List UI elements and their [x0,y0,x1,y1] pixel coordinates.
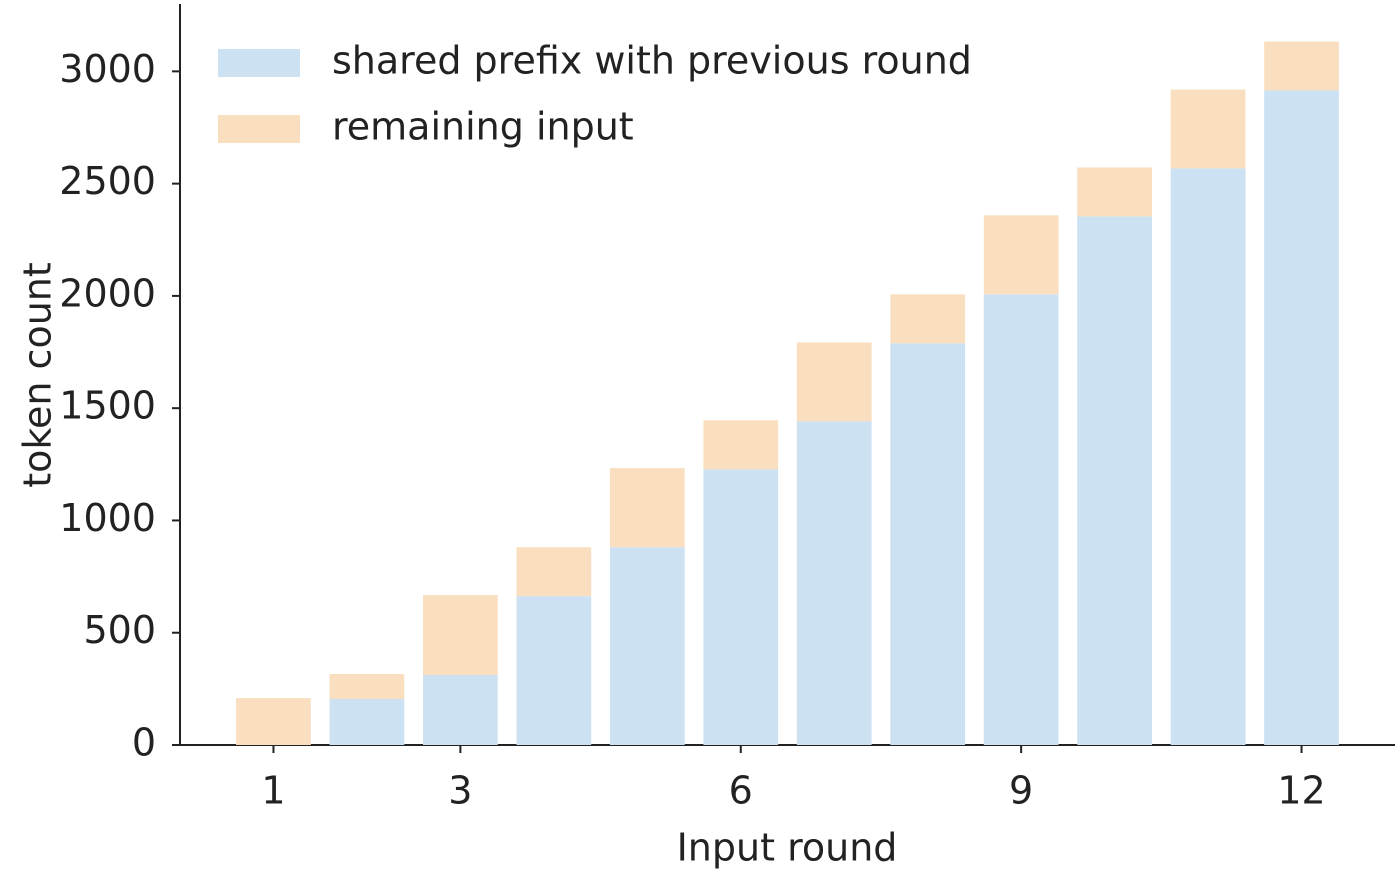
bar-segment [796,421,872,745]
legend-label: shared prefix with previous round [332,39,972,83]
legend-swatch [218,115,300,143]
x-tick-label: 3 [448,769,472,813]
bar-segment [1264,90,1339,745]
bar-segment [796,342,872,422]
bar-segment [609,547,685,745]
bar-segment [703,469,779,745]
bar-segment [1077,167,1152,217]
bar-segment [983,215,1059,295]
x-axis-label: Input round [677,826,898,870]
bar-segment [516,547,592,597]
bar-segment [329,674,405,699]
legend-swatch [218,49,300,77]
x-tick-label: 1 [261,769,285,813]
bar-segment [703,420,779,470]
x-tick-label: 9 [1009,769,1033,813]
bar-segment [236,698,311,745]
bar-segment [423,595,498,675]
y-tick-label: 2000 [59,271,156,315]
y-tick-label: 1500 [59,384,156,428]
y-tick-label: 0 [132,721,156,765]
x-tick-label: 6 [729,769,753,813]
x-tick-label: 12 [1277,769,1325,813]
y-tick-label: 2500 [59,159,156,203]
bar-segment [890,294,966,344]
bar-segment [423,674,498,745]
bar-segment [516,596,592,745]
bar-segment [1170,168,1246,745]
bar-segment [1170,89,1246,169]
y-tick-label: 3000 [59,47,156,91]
bar-segment [329,698,405,745]
bar-segment [890,343,966,745]
y-axis-label: token count [16,262,60,488]
bar-segment [983,294,1059,745]
y-tick-label: 500 [83,608,156,652]
bar-segment [609,468,685,548]
bar-segment [1264,41,1339,91]
bar-segment [1077,216,1152,746]
legend-label: remaining input [332,105,634,149]
y-tick-label: 1000 [59,496,156,540]
